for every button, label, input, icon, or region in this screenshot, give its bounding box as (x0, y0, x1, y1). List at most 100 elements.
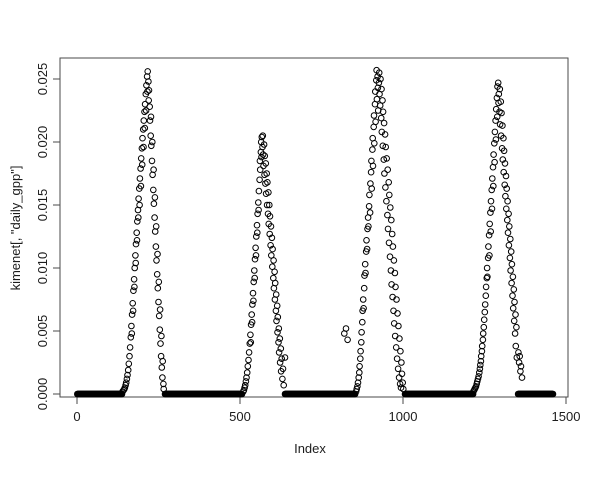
data-point (400, 385, 407, 393)
data-point (384, 225, 392, 233)
data-point (142, 107, 150, 114)
data-point (386, 191, 393, 199)
data-point (398, 359, 405, 366)
data-point (367, 168, 375, 176)
y-tick-label: 0.005 (35, 315, 50, 348)
data-point (275, 339, 282, 346)
data-point (488, 205, 496, 213)
data-point (148, 157, 156, 165)
x-axis: 0 500 1000 1500 (73, 397, 580, 424)
data-point (126, 344, 134, 351)
data-point (241, 381, 249, 389)
data-point (481, 308, 489, 316)
data-point (137, 165, 144, 172)
data-point (491, 140, 498, 147)
data-point (156, 326, 164, 334)
data-point (359, 296, 367, 303)
data-point (384, 166, 392, 173)
data-point (147, 132, 154, 139)
data-point (365, 223, 372, 230)
data-point (491, 128, 499, 136)
data-point (385, 179, 393, 186)
y-tick-label: 0.015 (35, 189, 50, 222)
data-point (248, 311, 255, 318)
data-point (375, 69, 383, 76)
data-point (279, 375, 286, 383)
data-point (159, 357, 166, 365)
data-point (267, 242, 274, 249)
data-point (501, 160, 509, 167)
data-point (492, 136, 500, 143)
data-point (262, 160, 270, 167)
data-point (255, 206, 262, 214)
data-point (264, 179, 271, 186)
data-point (266, 213, 274, 220)
data-point (256, 166, 264, 173)
data-point (377, 75, 384, 83)
data-point (158, 332, 165, 340)
data-point (145, 87, 153, 94)
data-point (144, 88, 151, 95)
data-point (277, 345, 285, 352)
data-point (508, 260, 516, 268)
data-point (135, 214, 142, 221)
data-point (266, 201, 273, 209)
data-point (390, 257, 398, 264)
data-point (250, 297, 257, 305)
data-point (356, 369, 363, 376)
data-point (487, 197, 495, 205)
data-point (138, 161, 146, 168)
data-point (139, 126, 147, 133)
x-tick-label: 500 (229, 409, 251, 424)
data-point (260, 141, 268, 148)
data-point (273, 302, 281, 310)
data-point (127, 334, 135, 341)
data-point (484, 273, 491, 281)
data-point (393, 355, 401, 363)
data-point (381, 131, 389, 138)
data-point (150, 200, 158, 207)
data-point (155, 298, 162, 306)
data-point (159, 374, 166, 381)
data-point (370, 112, 378, 119)
data-point (479, 330, 487, 337)
data-point (251, 274, 258, 282)
data-point (360, 305, 367, 312)
data-point (386, 253, 394, 261)
data-point (499, 122, 506, 129)
data-point (487, 228, 495, 235)
data-point (397, 347, 404, 355)
data-point (130, 276, 138, 283)
data-point (361, 260, 369, 268)
data-point (365, 203, 373, 210)
data-point (267, 223, 275, 230)
data-point (276, 335, 284, 342)
data-point (274, 313, 282, 321)
data-point (273, 317, 280, 325)
data-point (478, 342, 486, 350)
data-point (124, 366, 132, 374)
x-tick-label: 0 (73, 409, 80, 424)
data-point (250, 278, 257, 286)
data-point (252, 233, 260, 240)
data-point (505, 210, 512, 218)
data-point (511, 298, 518, 306)
y-axis-label: kimenet[, "daily_gpp"] (8, 166, 23, 291)
data-point (395, 322, 402, 330)
data-point (123, 375, 131, 383)
data-point (369, 146, 376, 153)
data-point (254, 199, 262, 206)
data-point (504, 197, 511, 205)
data-point (128, 330, 136, 337)
x-tick-label: 1000 (389, 409, 418, 424)
data-point (137, 155, 145, 162)
data-point (363, 237, 370, 244)
data-point (507, 235, 514, 243)
data-point (150, 166, 157, 173)
data-point (133, 237, 141, 244)
data-point (151, 214, 158, 221)
data-point (515, 349, 522, 356)
data-point (137, 182, 145, 190)
data-point (271, 268, 278, 276)
